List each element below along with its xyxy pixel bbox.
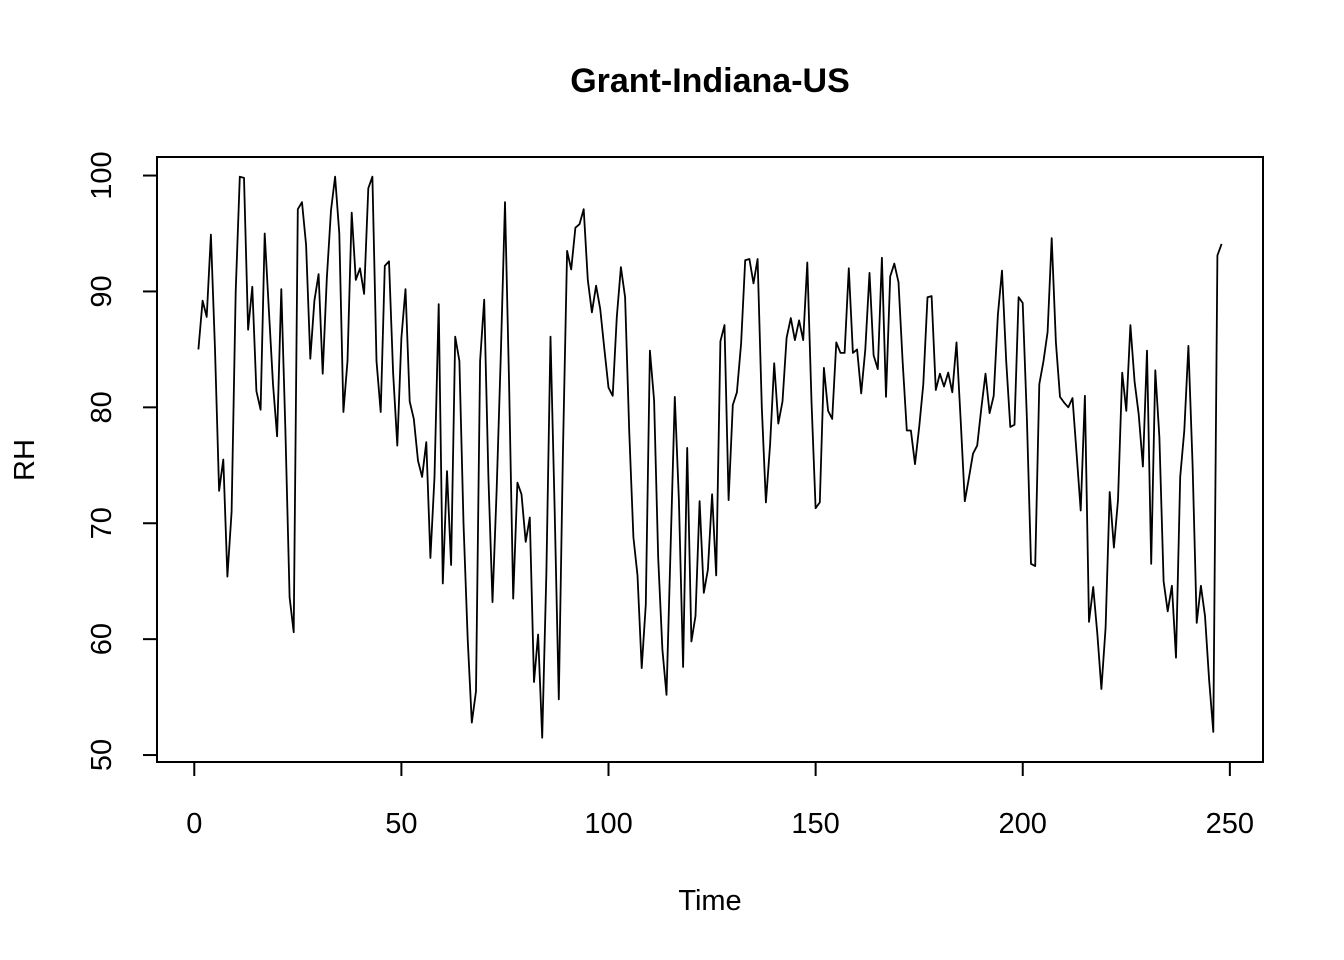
x-axis: 0 50 100 150 200 250 (186, 761, 1254, 840)
x-tick-label: 0 (186, 808, 202, 840)
y-tick-label: 80 (86, 391, 118, 423)
x-tick-label: 50 (385, 808, 417, 840)
x-tick-label: 150 (791, 808, 839, 840)
series-line (197, 175, 1223, 739)
y-tick-label: 70 (86, 507, 118, 539)
x-tick-label: 250 (1206, 808, 1254, 840)
x-axis-label: Time (678, 885, 741, 917)
y-axis: 50 60 70 80 90 100 (86, 151, 158, 771)
y-tick-label: 100 (86, 151, 118, 199)
chart-title: Grant-Indiana-US (570, 62, 850, 100)
x-tick-label: 100 (584, 808, 632, 840)
y-axis-label: RH (9, 439, 41, 481)
y-tick-label: 60 (86, 623, 118, 655)
x-tick-label: 200 (999, 808, 1047, 840)
y-tick-label: 50 (86, 739, 118, 771)
plot-frame (156, 156, 1264, 763)
y-tick-label: 90 (86, 275, 118, 307)
